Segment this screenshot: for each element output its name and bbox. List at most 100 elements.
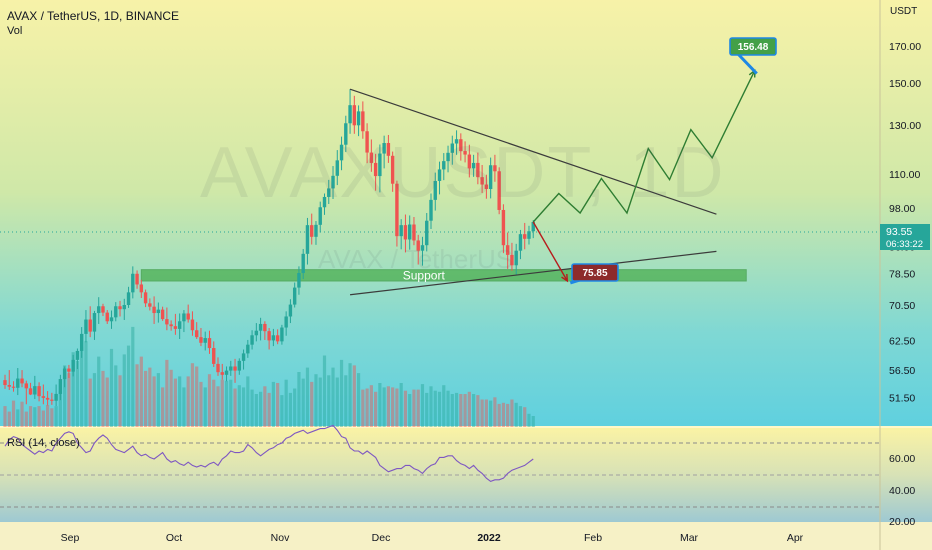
volume-bar — [318, 377, 322, 427]
price-tick-label: 98.00 — [889, 203, 915, 215]
candle-layer — [3, 89, 535, 407]
volume-bar — [126, 345, 131, 427]
candle-body — [373, 162, 378, 177]
volume-bar — [335, 377, 339, 427]
rsi-line — [4, 424, 534, 483]
volume-bar — [173, 378, 177, 427]
volume-bar — [190, 363, 195, 427]
volume-bar — [237, 385, 241, 427]
volume-bar — [408, 394, 412, 427]
volume-bar — [259, 391, 263, 427]
candle-body — [386, 143, 391, 156]
volume-bar — [122, 354, 126, 427]
candle-body — [58, 379, 63, 394]
rsi-tick-label: 60.00 — [889, 453, 915, 465]
volume-bar — [161, 387, 165, 427]
volume-bar — [195, 366, 199, 427]
candle-body — [190, 319, 195, 331]
candle-body — [488, 165, 493, 189]
candle-body — [454, 139, 459, 144]
volume-bar — [356, 373, 361, 427]
volume-bar — [24, 411, 28, 427]
candle-body — [203, 338, 207, 343]
candle-body — [229, 366, 233, 371]
volume-bar — [450, 394, 454, 427]
candle-body — [442, 161, 446, 170]
volume-bar — [412, 389, 416, 427]
candle-body — [416, 240, 420, 251]
candle-body — [493, 165, 497, 172]
candle-body — [331, 175, 335, 189]
volume-bar — [46, 405, 50, 427]
candle-body — [24, 383, 28, 389]
chart-title[interactable]: AVAX / TetherUS, 1D, BINANCE — [7, 9, 180, 23]
volume-bar — [382, 387, 386, 427]
volume-bar — [114, 365, 118, 427]
volume-bar — [361, 389, 365, 427]
candle-body — [97, 306, 101, 314]
volume-bar — [476, 395, 480, 427]
candle-body — [241, 353, 246, 361]
candle-body — [258, 323, 263, 331]
volume-bar — [254, 394, 258, 427]
volume-bar — [233, 388, 237, 427]
price-tick-label: 110.00 — [889, 169, 920, 181]
volume-bar — [152, 376, 156, 427]
volume-bar — [378, 383, 382, 427]
candle-body — [195, 330, 199, 338]
candle-body — [335, 160, 339, 176]
candle-body — [126, 292, 131, 305]
rsi-legend[interactable]: RSI (14, close) — [7, 437, 80, 449]
target-down-label: 75.85 — [582, 268, 607, 279]
volume-bar — [207, 374, 212, 427]
volume-bar — [212, 379, 216, 427]
candle-body — [54, 393, 58, 401]
rsi-tick-label: 40.00 — [889, 485, 915, 497]
volume-bar — [169, 369, 173, 427]
volume-bar — [399, 383, 403, 427]
time-tick-label: Mar — [680, 532, 699, 544]
currency-label[interactable]: USDT — [890, 6, 918, 17]
volume-bar — [241, 387, 246, 427]
support-zone-label: Support — [403, 268, 446, 282]
volume-bar — [71, 352, 75, 427]
time-tick-label: Dec — [372, 532, 391, 544]
volume-bar — [263, 386, 267, 427]
volume-bar — [143, 370, 148, 427]
volume-bar — [139, 356, 143, 427]
candle-body — [527, 231, 531, 239]
candle-body — [67, 368, 71, 372]
rsi-layer — [4, 424, 534, 483]
candle-body — [131, 273, 135, 293]
volume-bar — [67, 373, 71, 427]
candle-body — [531, 221, 535, 232]
volume-bar — [425, 392, 429, 427]
time-axis-bg — [0, 522, 932, 550]
candle-body — [378, 153, 382, 177]
candle-body — [425, 220, 429, 246]
candle-body — [7, 385, 11, 387]
support-trendline — [349, 250, 717, 296]
volume-bar — [80, 346, 84, 427]
volume-bar — [148, 367, 152, 427]
candle-body — [352, 105, 357, 126]
candle-body — [207, 338, 212, 349]
volume-legend[interactable]: Vol — [7, 25, 23, 37]
candle-body — [471, 162, 476, 169]
candle-body — [118, 306, 122, 310]
volume-bar — [459, 394, 463, 427]
volume-bar — [33, 407, 37, 427]
time-tick-label: Sep — [61, 532, 80, 544]
volume-bar — [331, 367, 335, 427]
volume-bar — [365, 388, 369, 427]
drawing-layer: 156.48 75.85 — [349, 37, 777, 296]
candle-body — [344, 123, 348, 145]
volume-bar — [224, 380, 229, 427]
volume-bar — [327, 375, 331, 427]
volume-bar — [203, 387, 207, 427]
candle-body — [92, 313, 97, 332]
candle-body — [501, 209, 506, 246]
volume-bar — [75, 361, 80, 427]
